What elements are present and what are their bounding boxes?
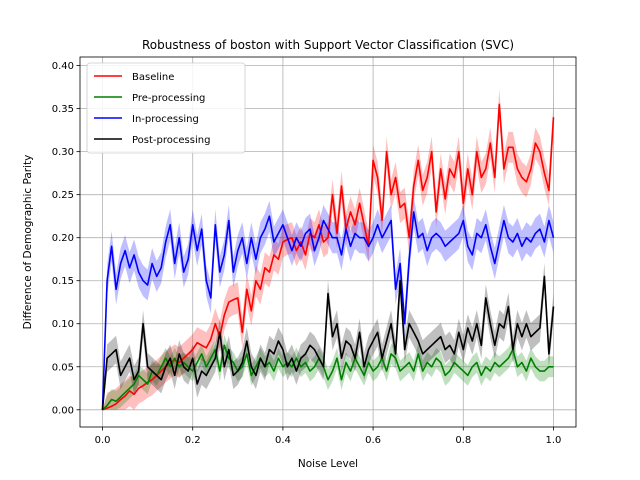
- x-axis-ticks: 0.0 0.2 0.4 0.6 0.8 1.0: [95, 427, 562, 446]
- legend: Baseline Pre-processing In-processing Post-…: [86, 62, 246, 154]
- x-tick-label: 0.6: [365, 435, 381, 446]
- legend-box: [86, 62, 246, 154]
- y-axis-ticks: 0.00 0.05 0.10 0.15 0.20 0.25 0.30 0.35 0.40: [52, 61, 80, 416]
- y-tick-label: 0.35: [52, 104, 74, 115]
- x-tick-label: 1.0: [546, 435, 562, 446]
- series-lines: [101, 103, 555, 411]
- in-processing-band: [102, 196, 554, 410]
- plot-frame: [79, 56, 577, 428]
- y-tick-label: 0.30: [52, 147, 74, 158]
- y-tick-label: 0.00: [52, 405, 74, 416]
- y-tick-label: 0.25: [52, 190, 74, 201]
- y-tick-label: 0.20: [52, 233, 74, 244]
- x-tick-label: 0.8: [455, 435, 471, 446]
- y-tick-label: 0.10: [52, 319, 74, 330]
- legend-label-pre-processing: Pre-processing: [132, 93, 205, 104]
- pre-processing-band: [102, 334, 554, 410]
- x-tick-label: 0.4: [275, 435, 291, 446]
- legend-label-in-processing: In-processing: [132, 114, 199, 125]
- legend-label-post-processing: Post-processing: [132, 135, 210, 146]
- x-tick-label: 0.0: [95, 435, 111, 446]
- y-tick-label: 0.15: [52, 276, 74, 287]
- post-processing-band: [102, 262, 554, 410]
- post-processing-line: [101, 275, 555, 410]
- y-tick-label: 0.05: [52, 362, 74, 373]
- y-tick-label: 0.40: [52, 61, 74, 72]
- x-axis-label: Noise Level: [298, 458, 358, 470]
- x-tick-label: 0.2: [185, 435, 201, 446]
- in-processing-line: [101, 211, 555, 410]
- legend-label-baseline: Baseline: [132, 72, 174, 83]
- y-axis-label: Difference of Demographic Parity: [22, 155, 34, 330]
- chart-title: Robustness of boston with Support Vector…: [142, 38, 514, 52]
